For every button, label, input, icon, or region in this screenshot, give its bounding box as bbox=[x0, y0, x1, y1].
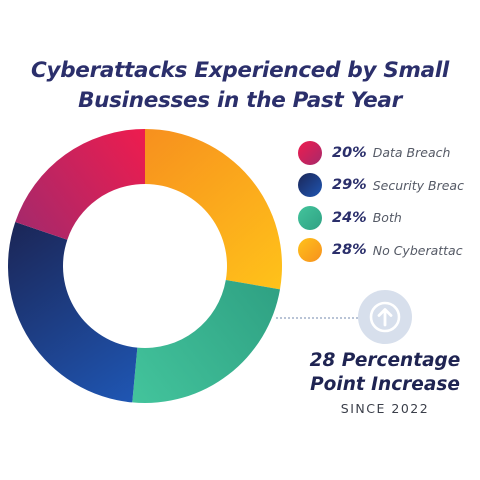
legend-item-data-breach: 20% Data Breach bbox=[298, 141, 480, 165]
legend-item-no-cyberattack: 28% No Cyberattac bbox=[298, 238, 480, 262]
legend-value: 28% bbox=[332, 242, 367, 258]
chart-title-line-1: Cyberattacks Experienced by Small bbox=[31, 58, 449, 83]
donut-slice-data-breach bbox=[15, 129, 145, 240]
legend-value: 24% bbox=[332, 209, 367, 226]
legend-swatch bbox=[298, 205, 322, 230]
legend-label: Data Breach bbox=[372, 145, 451, 160]
legend-swatch bbox=[298, 173, 322, 197]
legend-label: No Cyberattac bbox=[372, 242, 463, 258]
callout-since: SINCE 2022 bbox=[340, 401, 430, 416]
legend-value: 20% bbox=[332, 144, 367, 161]
chart-title-line-2: Businesses in the Past Year bbox=[78, 88, 402, 113]
donut-slice-no-cyberattack bbox=[145, 129, 282, 290]
chart-title: Cyberattacks Experienced by Small Busine… bbox=[0, 56, 480, 116]
donut-slice-both bbox=[132, 279, 281, 403]
legend-swatch bbox=[298, 238, 322, 262]
callout-line-2: Point Increase bbox=[310, 374, 460, 395]
legend-label: Both bbox=[372, 210, 402, 225]
donut-slice-security-breach bbox=[8, 222, 138, 403]
callout-connector bbox=[276, 317, 358, 319]
legend-item-security-breach: 29% Security Breac bbox=[298, 173, 480, 197]
legend-label: Security Breac bbox=[372, 177, 464, 193]
callout-line-1: 28 Percentage bbox=[309, 350, 461, 371]
arrow-up-icon bbox=[358, 290, 412, 344]
legend-swatch bbox=[298, 141, 322, 165]
legend: 20% Data Breach 29% Security Breac 24% B… bbox=[298, 141, 480, 271]
legend-value: 29% bbox=[332, 177, 367, 193]
legend-item-both: 24% Both bbox=[298, 205, 480, 230]
